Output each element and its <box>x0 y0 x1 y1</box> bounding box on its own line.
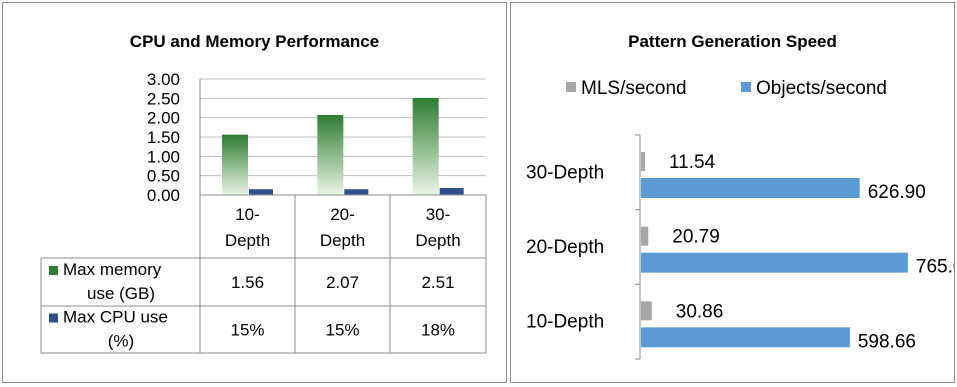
bar-max-cpu <box>344 189 369 195</box>
cpu-memory-chart-panel: CPU and Memory Performance 3.00 2.50 2.00 1… <box>2 2 507 383</box>
series-label-line: (%) <box>108 332 134 351</box>
bar-max-memory <box>222 134 248 195</box>
bar-max-memory <box>317 114 344 195</box>
legend-key <box>49 313 58 323</box>
series-label-line: Max memory <box>63 260 162 279</box>
chart-title: CPU and Memory Performance <box>129 32 380 51</box>
legend-key <box>49 266 58 275</box>
category-label: 20-Depth <box>526 237 604 258</box>
data-label: 626.90 <box>868 182 926 203</box>
category-label-line: 30- <box>426 205 451 224</box>
y-tick-label: 0.00 <box>147 186 180 205</box>
table-value: 18% <box>421 321 455 340</box>
bar-objects <box>641 327 850 348</box>
legend-label: MLS/second <box>581 78 687 99</box>
bar-objects <box>641 178 860 198</box>
y-tick-label: 1.50 <box>147 128 180 147</box>
bar-max-memory <box>412 97 439 195</box>
y-tick-label: 2.50 <box>147 89 180 108</box>
bar-max-cpu <box>439 188 464 195</box>
bar-max-cpu <box>249 189 273 195</box>
y-tick-label: 3.00 <box>147 70 180 89</box>
category-label-line: Depth <box>225 231 270 250</box>
category-label: 10-Depth <box>526 312 604 333</box>
cpu-memory-chart: 3.002.502.001.501.000.500.00 10- Depth 20- D… <box>40 70 487 354</box>
category-label-line: Depth <box>320 231 365 250</box>
data-label: 598.66 <box>858 331 916 352</box>
y-tick-label: 1.00 <box>147 147 180 166</box>
category-label-line: Depth <box>415 231 460 250</box>
table-value: 2.51 <box>421 273 454 292</box>
bar-objects <box>641 252 908 273</box>
pattern-speed-chart: MLS/second Objects/second 30-Depth 11.54 626… <box>526 78 957 360</box>
bar-mls <box>641 152 646 171</box>
category-label-line: 20- <box>330 205 355 224</box>
bar-mls <box>641 226 649 246</box>
legend-key <box>741 82 751 92</box>
series-label-line: use (GB) <box>87 284 155 303</box>
series-label-line: Max CPU use <box>63 308 168 327</box>
y-tick-label: 2.00 <box>147 109 180 128</box>
bar-mls <box>641 301 652 321</box>
legend-label: Objects/second <box>756 78 887 99</box>
data-label: 11.54 <box>669 152 716 173</box>
data-label: 30.86 <box>676 301 724 322</box>
table-value: 15% <box>230 321 264 340</box>
category-label-line: 10- <box>235 205 260 224</box>
chart-title: Pattern Generation Speed <box>628 32 837 51</box>
y-tick-label: 0.50 <box>147 167 180 186</box>
legend-key <box>566 82 576 92</box>
table-value: 15% <box>325 321 359 340</box>
pattern-speed-chart-panel: Pattern Generation Speed MLS/second Objec… <box>510 2 957 383</box>
data-label: 20.79 <box>672 227 720 248</box>
category-label: 30-Depth <box>526 162 604 183</box>
table-value: 1.56 <box>231 273 264 292</box>
table-value: 2.07 <box>326 273 359 292</box>
data-label: 765.01 <box>916 257 954 278</box>
